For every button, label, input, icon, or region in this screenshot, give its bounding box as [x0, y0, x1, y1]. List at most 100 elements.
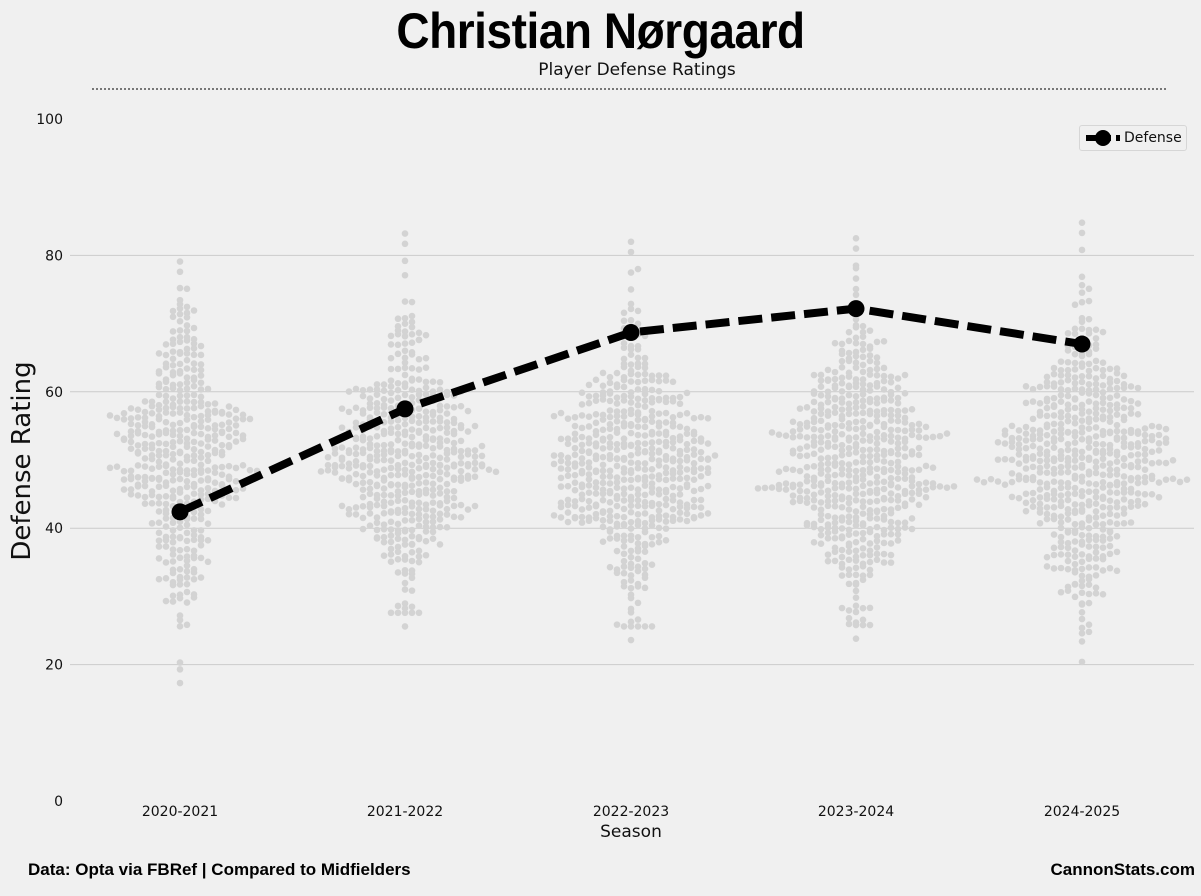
swarm-point: [359, 472, 367, 480]
swarm-point: [627, 497, 635, 504]
swarm-point: [1134, 458, 1142, 465]
swarm-point: [1036, 412, 1044, 419]
swarm-point: [464, 428, 472, 435]
swarm-point: [831, 491, 839, 499]
swarm-point: [838, 460, 846, 467]
swarm-point: [852, 571, 860, 579]
swarm-point: [394, 555, 402, 563]
swarm-point: [394, 520, 402, 528]
swarm-point: [901, 444, 909, 452]
swarm-point: [676, 469, 684, 476]
swarm-point: [866, 514, 874, 522]
defense-data-point: [847, 300, 865, 318]
swarm-point: [866, 371, 874, 378]
swarm-point: [1141, 445, 1149, 453]
swarm-point: [1092, 449, 1100, 456]
swarm-point: [169, 403, 177, 411]
swarm-point: [155, 370, 163, 377]
swarm-point: [317, 468, 325, 475]
swarm-point: [1127, 476, 1135, 484]
swarm-point: [1155, 423, 1163, 431]
swarm-point: [162, 398, 170, 406]
swarm-point: [880, 435, 888, 443]
swarm-point: [655, 410, 663, 417]
swarm-point: [1001, 431, 1009, 438]
swarm-point: [866, 387, 874, 394]
swarm-point: [852, 434, 860, 441]
swarm-point: [817, 499, 825, 506]
swarm-point: [401, 340, 409, 347]
swarm-point: [415, 376, 423, 383]
swarm-point: [169, 581, 177, 589]
swarm-point: [155, 406, 163, 413]
swarm-point: [155, 452, 163, 459]
swarm-point: [155, 383, 163, 391]
swarm-point: [987, 475, 995, 483]
x-tick-label: 2021-2022: [367, 804, 443, 820]
swarm-point: [1106, 466, 1114, 473]
swarm-point: [1036, 430, 1044, 438]
swarm-point: [901, 524, 909, 531]
swarm-point: [859, 437, 867, 444]
swarm-point: [571, 486, 579, 494]
swarm-point: [831, 519, 839, 526]
swarm-point: [613, 455, 621, 463]
swarm-point: [627, 536, 635, 544]
swarm-point: [436, 484, 444, 492]
swarm-point: [901, 371, 909, 379]
swarm-point: [225, 443, 233, 451]
swarm-point: [592, 442, 600, 450]
swarm-point: [838, 399, 846, 406]
swarm-point: [845, 425, 853, 432]
swarm-point: [606, 467, 614, 475]
swarm-point: [162, 429, 170, 437]
swarm-point: [894, 375, 902, 382]
swarm-point: [408, 433, 416, 441]
swarm-point: [908, 496, 916, 503]
swarm-point: [887, 438, 895, 445]
swarm-point: [578, 401, 586, 408]
swarm-point: [606, 473, 614, 480]
swarm-point: [429, 486, 437, 494]
swarm-point: [859, 503, 867, 511]
swarm-point: [373, 457, 381, 464]
swarm-point: [183, 385, 191, 393]
swarm-point: [859, 353, 867, 361]
swarm-point: [380, 381, 388, 388]
swarm-point: [190, 391, 198, 399]
swarm-point: [852, 538, 860, 546]
swarm-point: [838, 340, 846, 348]
swarm-point: [634, 616, 642, 623]
swarm-point: [380, 477, 388, 484]
swarm-point: [169, 443, 177, 451]
swarm-point: [485, 466, 493, 473]
swarm-point: [634, 583, 642, 590]
swarm-point: [338, 424, 346, 431]
swarm-point: [1022, 437, 1030, 444]
swarm-point: [1120, 372, 1128, 380]
swarm-point: [845, 548, 853, 556]
swarm-point: [845, 466, 853, 474]
swarm-point: [141, 398, 149, 405]
swarm-point: [894, 394, 902, 402]
swarm-point: [852, 404, 860, 411]
y-axis-label: Defense Rating: [7, 361, 37, 560]
swarm-point: [1071, 484, 1079, 492]
swarm-point: [120, 410, 128, 417]
swarm-point: [817, 405, 825, 412]
swarm-point: [148, 402, 156, 410]
swarm-point: [620, 505, 628, 513]
swarm-point: [183, 562, 191, 569]
swarm-point: [1106, 460, 1114, 467]
swarm-point: [1064, 386, 1072, 394]
swarm-point: [176, 284, 184, 292]
swarm-point: [380, 456, 388, 464]
swarm-point: [634, 502, 642, 510]
swarm-point: [415, 451, 423, 459]
swarm-point: [824, 477, 832, 485]
swarm-point: [873, 479, 881, 486]
swarm-point: [1155, 447, 1163, 454]
swarm-point: [908, 426, 916, 433]
swarm-point: [922, 479, 930, 487]
swarm-point: [613, 502, 621, 510]
